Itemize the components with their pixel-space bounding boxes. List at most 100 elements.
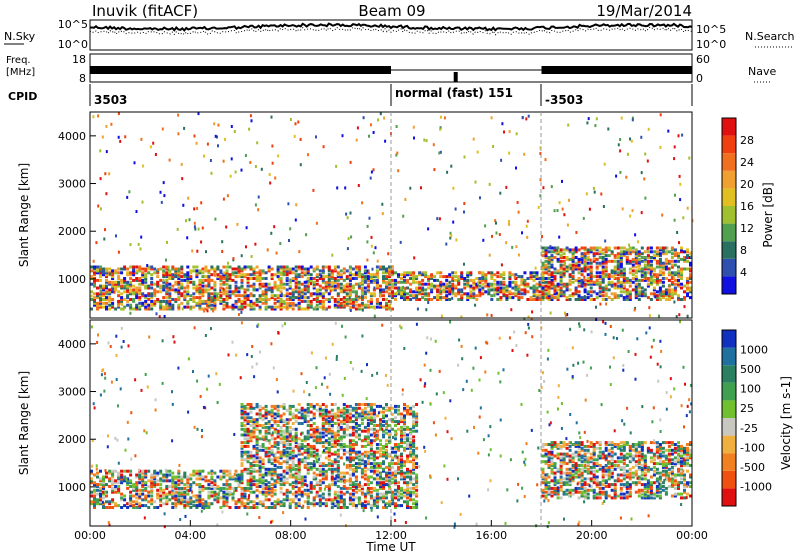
heatmap-cell <box>412 125 415 129</box>
heatmap-cell <box>644 196 647 200</box>
heatmap-cell <box>517 284 521 288</box>
heatmap-cell <box>369 412 373 416</box>
heatmap-cell <box>93 504 96 508</box>
heatmap-cell <box>135 303 139 307</box>
heatmap-cell <box>324 306 327 310</box>
heatmap-cell <box>418 271 422 275</box>
heatmap-cell <box>366 441 370 445</box>
heatmap-cell <box>270 294 274 298</box>
heatmap-cell <box>280 292 283 296</box>
heatmap-cell <box>556 284 560 288</box>
heatmap-cell <box>264 450 268 454</box>
heatmap-cell <box>357 275 361 279</box>
heatmap-cell <box>186 280 190 284</box>
heatmap-cell <box>394 408 397 412</box>
heatmap-cell <box>104 228 106 232</box>
heatmap-cell <box>574 265 578 269</box>
heatmap-cell <box>580 267 584 271</box>
heatmap-cell <box>604 273 608 277</box>
heatmap-cell <box>451 290 455 294</box>
heatmap-cell <box>177 277 181 280</box>
heatmap-cell <box>366 431 370 435</box>
heatmap-cell <box>589 271 593 275</box>
heatmap-cell <box>388 433 391 437</box>
heatmap-cell <box>300 288 304 292</box>
heatmap-cell <box>566 223 569 227</box>
heatmap-cell <box>349 160 352 164</box>
heatmap-cell <box>580 257 584 261</box>
heatmap-cell <box>648 314 651 318</box>
heatmap-cell <box>264 301 268 305</box>
heatmap-cell <box>525 224 528 228</box>
heatmap-cell <box>255 424 259 427</box>
heatmap-cell <box>252 406 256 410</box>
heatmap-cell <box>181 177 184 181</box>
heatmap-cell <box>487 292 491 296</box>
heatmap-cell <box>183 275 187 279</box>
heatmap-cell <box>336 299 340 303</box>
heatmap-cell <box>177 290 181 294</box>
heatmap-cell <box>129 277 133 280</box>
heatmap-cell <box>637 269 641 273</box>
heatmap-cell <box>354 298 358 301</box>
heatmap-cell <box>439 115 442 119</box>
heatmap-cell <box>99 275 102 279</box>
heatmap-cell <box>327 422 331 425</box>
heatmap-cell <box>592 252 596 256</box>
heatmap-cell <box>388 299 391 303</box>
heatmap-cell <box>222 277 226 280</box>
heatmap-cell <box>436 278 440 282</box>
heatmap-cell <box>445 278 449 282</box>
heatmap-cell <box>315 429 319 433</box>
heatmap-cell <box>433 275 437 279</box>
heatmap-cell <box>285 292 289 296</box>
heatmap-cell <box>221 240 224 244</box>
heatmap-cell <box>279 418 283 422</box>
heatmap-cell <box>309 294 313 298</box>
heatmap-cell <box>261 435 265 439</box>
heatmap-cell <box>195 273 199 277</box>
heatmap-cell <box>643 263 647 267</box>
heatmap-cell <box>379 112 382 116</box>
heatmap-cell <box>261 485 265 488</box>
heatmap-cell <box>177 475 181 479</box>
heatmap-cell <box>457 288 461 292</box>
heatmap-cell <box>93 292 96 296</box>
heatmap-cell <box>252 490 256 494</box>
heatmap-cell <box>261 418 265 422</box>
heatmap-cell <box>111 269 115 273</box>
heatmap-cell <box>541 280 545 284</box>
heatmap-cell <box>375 498 379 502</box>
heatmap-cell <box>189 496 193 500</box>
heatmap-cell <box>607 259 611 263</box>
heatmap-cell <box>150 265 154 269</box>
heatmap-cell <box>288 301 292 305</box>
heatmap-cell <box>394 404 397 408</box>
heatmap-cell <box>246 439 250 443</box>
heatmap-cell <box>99 294 102 298</box>
heatmap-cell <box>553 296 557 300</box>
heatmap-cell <box>345 404 349 408</box>
heatmap-cell <box>159 290 163 294</box>
heatmap-cell <box>348 473 352 477</box>
heatmap-cell <box>270 452 274 456</box>
heatmap-cell <box>348 479 352 483</box>
heatmap-cell <box>333 439 337 443</box>
heatmap-cell <box>333 416 337 420</box>
heatmap-cell <box>339 305 343 309</box>
heatmap-cell <box>357 271 361 275</box>
heatmap-cell <box>306 431 310 435</box>
heatmap-cell <box>153 481 157 485</box>
heatmap-cell <box>270 408 274 412</box>
power-heatmap <box>90 112 694 321</box>
heatmap-cell <box>198 490 202 494</box>
heatmap-cell <box>285 429 289 433</box>
heatmap-cell <box>270 502 274 506</box>
heatmap-cell <box>553 209 556 213</box>
heatmap-cell <box>255 502 259 506</box>
heatmap-cell <box>252 420 256 424</box>
heatmap-cell <box>333 412 337 416</box>
heatmap-cell <box>159 483 163 487</box>
heatmap-cell <box>550 246 554 250</box>
heatmap-cell <box>686 278 689 282</box>
